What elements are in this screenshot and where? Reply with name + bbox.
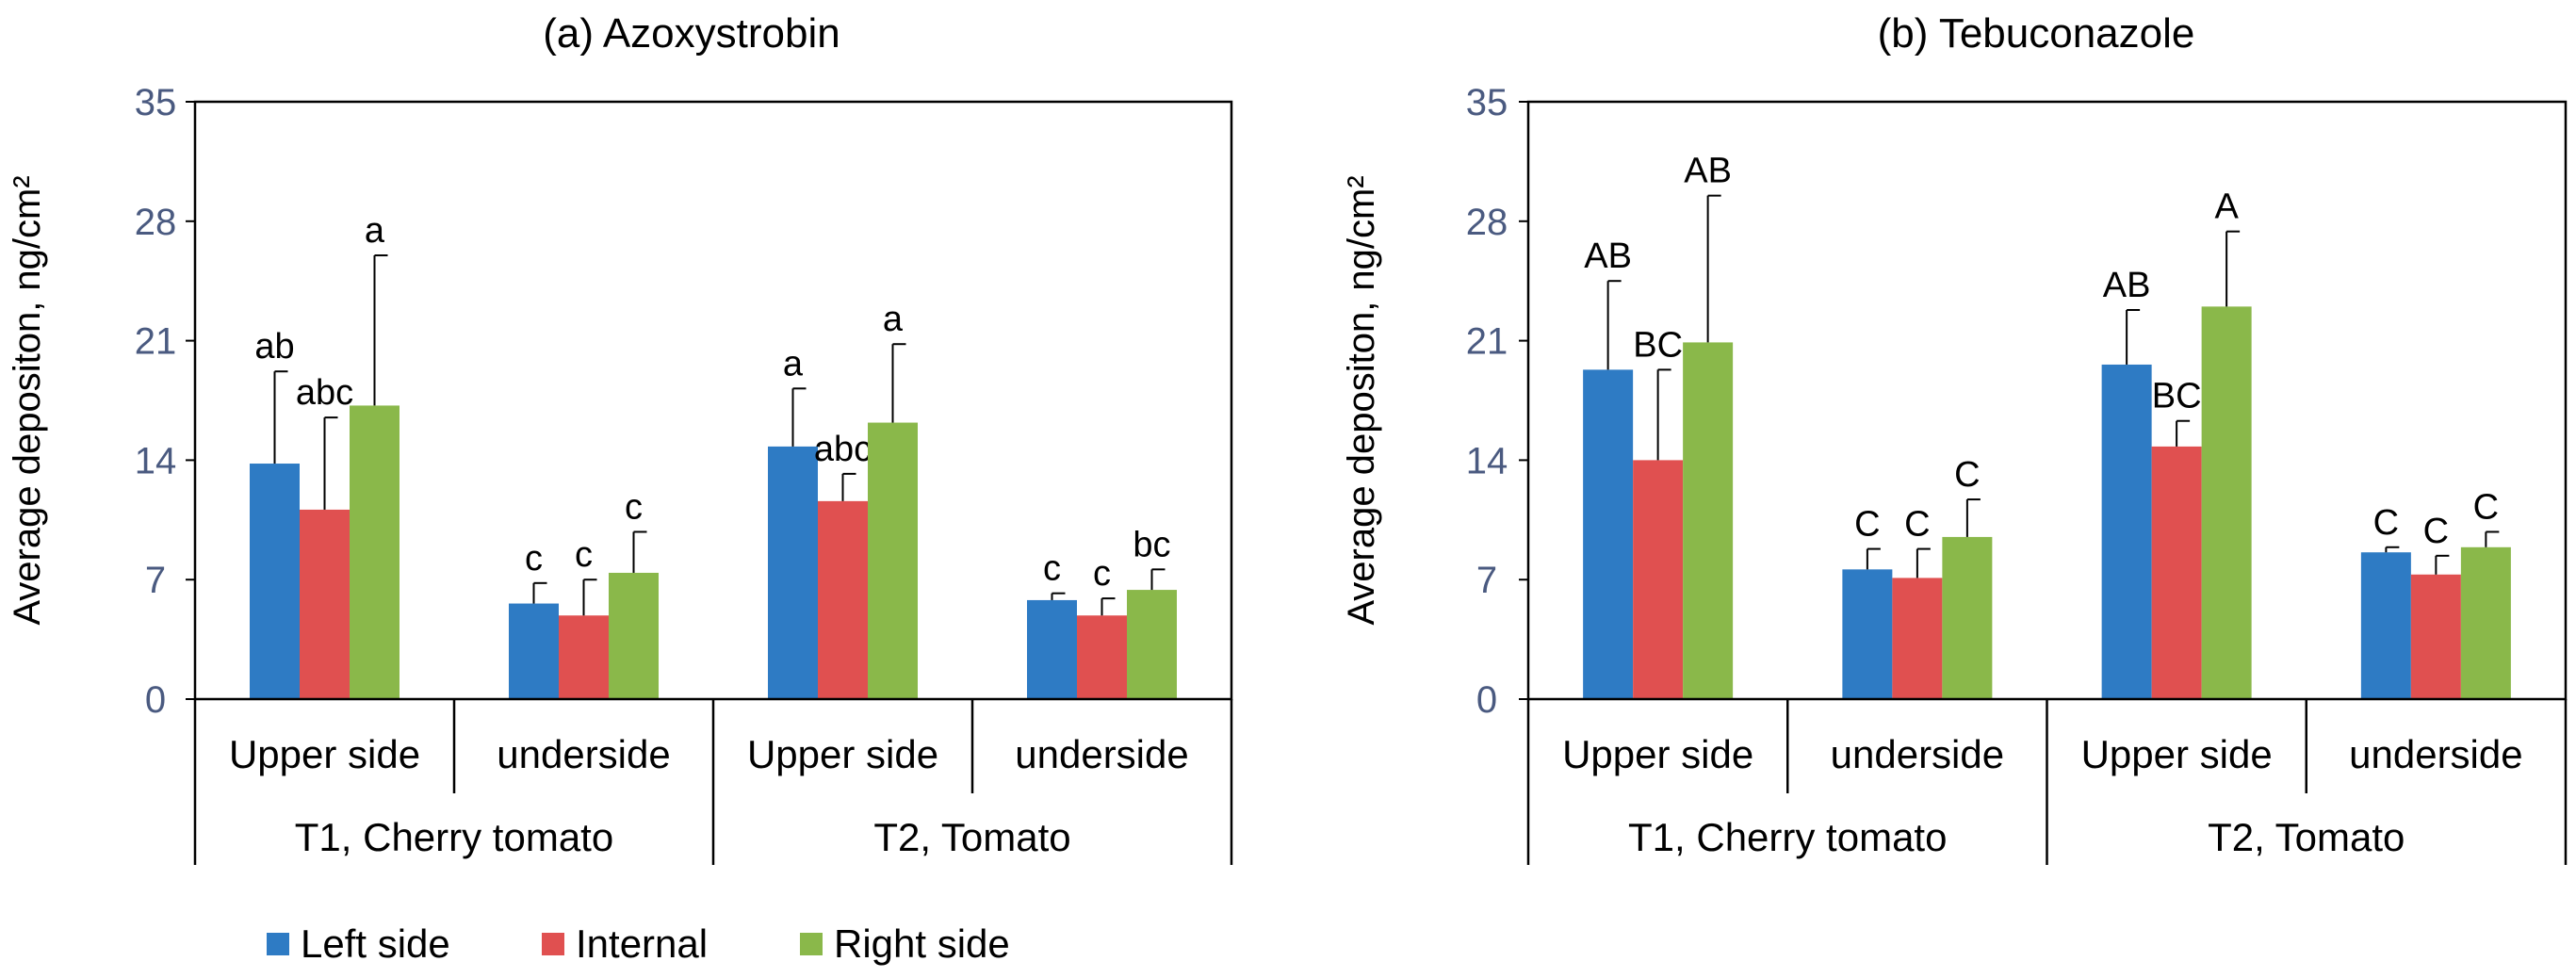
category-label: Upper side: [2081, 732, 2273, 776]
y-axis-label: Average depositon, ng/cm²: [1341, 175, 1382, 625]
significance-letter: BC: [1633, 325, 1683, 365]
bar-internal: [2410, 574, 2461, 699]
significance-letter: AB: [1684, 152, 1732, 191]
y-tick-label: 0: [1476, 679, 1497, 721]
significance-letter: C: [2373, 503, 2399, 543]
significance-letter: c: [525, 539, 543, 579]
bar-left-side: [250, 464, 300, 699]
bar-internal: [818, 500, 868, 699]
category-label: Upper side: [1562, 732, 1753, 776]
chart-title: (b) Tebuconazole: [1878, 10, 2195, 57]
category-label: underside: [1015, 732, 1188, 776]
bar-internal: [300, 509, 350, 699]
bar-left-side: [2360, 552, 2411, 699]
legend-label: Left side: [301, 921, 450, 966]
y-tick-label: 14: [135, 440, 177, 481]
y-axis-label: Average depositon, ng/cm²: [7, 175, 48, 625]
group-label: T1, Cherry tomato: [295, 815, 613, 859]
legend-swatch: [800, 933, 823, 955]
significance-letter: abc: [296, 373, 353, 413]
bar-internal: [1892, 578, 1943, 699]
significance-letter: C: [1854, 505, 1880, 545]
bar-left-side: [1027, 599, 1077, 699]
bar-right-side: [868, 422, 918, 699]
bar-left-side: [2101, 364, 2152, 699]
significance-letter: a: [783, 344, 804, 383]
y-tick-label: 35: [1466, 82, 1508, 123]
y-tick-label: 21: [1466, 321, 1508, 363]
bar-left-side: [768, 446, 818, 699]
category-label: Upper side: [747, 732, 938, 776]
bar-right-side: [1683, 342, 1734, 699]
group-label: T1, Cherry tomato: [1628, 815, 1947, 859]
significance-letter: abc: [814, 430, 872, 469]
significance-letter: AB: [1584, 236, 1632, 276]
bar-right-side: [2460, 546, 2511, 699]
significance-letter: C: [2423, 512, 2449, 551]
significance-letter: bc: [1133, 525, 1170, 564]
legend-label: Right side: [834, 921, 1010, 966]
bar-right-side: [609, 572, 659, 699]
y-tick-label: 14: [1466, 440, 1508, 481]
group-label: T2, Tomato: [2208, 815, 2405, 859]
category-label: underside: [2349, 732, 2522, 776]
y-tick-label: 35: [135, 82, 177, 123]
bar-internal: [1077, 615, 1127, 699]
bar-left-side: [1842, 569, 1893, 699]
bar-left-side: [509, 603, 559, 699]
category-label: underside: [1831, 732, 2004, 776]
bar-right-side: [350, 405, 399, 699]
y-tick-label: 28: [1466, 202, 1508, 243]
significance-letter: BC: [2152, 377, 2202, 416]
legend-swatch: [542, 933, 564, 955]
y-tick-label: 0: [145, 679, 166, 721]
group-label: T2, Tomato: [873, 815, 1070, 859]
significance-letter: c: [1043, 549, 1061, 589]
significance-letter: c: [575, 535, 593, 575]
y-tick-label: 7: [1476, 560, 1497, 601]
category-label: underside: [497, 732, 670, 776]
bar-left-side: [1583, 369, 1634, 699]
significance-letter: a: [883, 300, 904, 339]
y-tick-label: 7: [145, 560, 166, 601]
significance-letter: ab: [254, 327, 294, 367]
significance-letter: c: [1093, 554, 1111, 594]
bar-right-side: [2201, 306, 2252, 699]
category-label: Upper side: [229, 732, 420, 776]
y-tick-label: 21: [135, 321, 177, 363]
y-tick-label: 28: [135, 202, 177, 243]
significance-letter: C: [1904, 505, 1930, 545]
significance-letter: A: [2214, 187, 2239, 227]
legend-label: Internal: [576, 921, 708, 966]
significance-letter: c: [625, 487, 643, 527]
chart-title: (a) Azoxystrobin: [543, 10, 840, 57]
bar-internal: [2151, 446, 2202, 699]
bar-internal: [1633, 460, 1684, 699]
significance-letter: C: [1954, 455, 1980, 495]
significance-letter: AB: [2103, 266, 2151, 305]
bar-right-side: [1942, 536, 1993, 699]
significance-letter: C: [2473, 487, 2499, 527]
bar-right-side: [1127, 590, 1177, 699]
bar-internal: [559, 615, 609, 699]
significance-letter: a: [365, 211, 385, 251]
legend-swatch: [267, 933, 289, 955]
